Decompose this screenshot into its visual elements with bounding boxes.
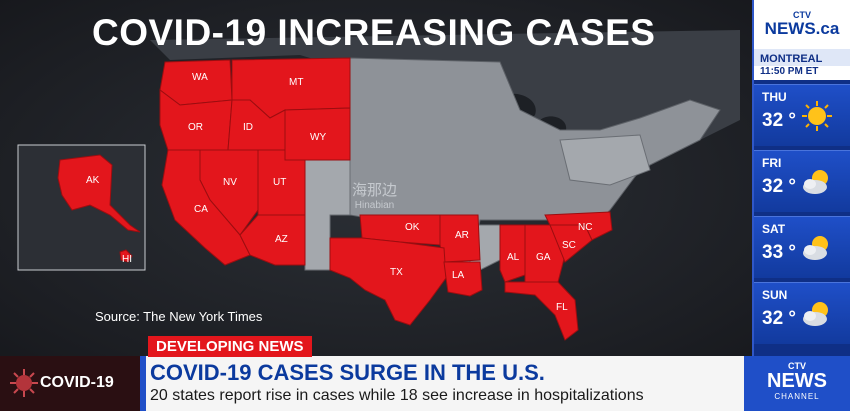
state-label: AL [507,252,520,263]
channel-logo-news: NEWS [767,370,827,392]
state-nc [544,211,613,241]
weather-city: MONTREAL [754,49,850,66]
us-map: WA MT OR ID WY NV UT CA AZ OK AR TX LA A… [17,30,740,341]
developing-news-badge: DEVELOPING NEWS [148,336,312,357]
state-label: LA [452,270,465,281]
forecast-day-name: SAT [762,222,786,236]
logo-brand-text: NEWS.ca [764,19,840,38]
partly-cloudy-icon [803,302,828,326]
state-label: OK [405,222,420,233]
covid-tag: COVID-19 [0,356,140,411]
ctv-news-logo: CTV NEWS.ca [754,0,850,49]
state-tx [329,237,447,326]
state-label: MT [289,77,303,88]
grey-state-midwest [559,134,651,186]
weather-time: 11:50 PM ET [754,66,850,80]
state-label: ID [243,122,253,133]
state-label: UT [273,177,286,188]
forecast-day-name: SUN [762,288,788,302]
state-fl [504,281,579,341]
state-label: NV [223,177,237,188]
state-al [499,224,526,283]
state-label: FL [556,302,568,313]
watermark-text-en: Hinabian [354,200,395,211]
state-label: SC [562,240,576,251]
virus-icon [10,369,38,397]
state-label: AK [86,175,100,186]
forecast-day: FRI 32 ° [754,150,850,212]
forecast-temp: 32 ° [762,176,797,197]
forecast-temp: 32 ° [762,110,797,131]
state-label: WY [310,132,326,143]
covid-tag-label: COVID-19 [40,374,114,391]
source-credit: Source: The New York Times [95,309,263,324]
watermark-text-cn: 海那边 [352,182,398,199]
forecast-day-name: THU [762,90,787,104]
sun-icon [802,101,832,131]
page-title: COVID-19 INCREASING CASES [92,12,656,53]
state-label: AR [455,230,469,241]
channel-logo-ctv: CTV [788,361,806,371]
lower-third-subtitle: 20 states report rise in cases while 18 … [150,387,644,404]
ctv-news-channel-logo: CTV NEWS CHANNEL [744,356,850,411]
weather-panel: CTV NEWS.ca MONTREAL 11:50 PM ET THU 32 … [752,0,850,356]
forecast-day-name: FRI [762,156,782,170]
watermark: 海那边 Hinabian [352,183,397,213]
state-label: HI [122,254,132,265]
headline-bar: COVID-19 CASES SURGE IN THE U.S. 20 stat… [140,356,744,411]
partly-cloudy-icon [803,236,828,260]
state-ar [439,214,481,263]
state-la [443,261,483,297]
channel-logo-sub: CHANNEL [774,392,820,401]
partly-cloudy-icon [803,170,828,194]
lower-third: COVID-19 COVID-19 CASES SURGE IN THE U.S… [0,336,850,411]
state-label: TX [390,267,403,278]
state-hi [119,249,133,263]
lower-third-title: COVID-19 CASES SURGE IN THE U.S. [150,360,545,385]
state-ok [359,214,441,246]
state-label: WA [192,72,208,83]
state-label: OR [188,122,203,133]
bar-accent [140,356,146,411]
state-az [239,214,306,266]
state-label: GA [536,252,551,263]
state-ak [57,154,141,233]
forecast-day: SUN 32 ° [754,282,850,344]
logo-ctv-text: CTV [792,10,811,20]
forecast-day: THU 32 ° [754,84,850,146]
forecast-temp: 33 ° [762,242,797,263]
state-label: CA [194,204,208,215]
state-label: AZ [275,234,288,245]
state-label: NC [578,222,592,233]
state-ga [524,224,566,283]
forecast-temp: 32 ° [762,308,797,329]
state-wy [284,107,351,161]
forecast-day: SAT 33 ° [754,216,850,278]
